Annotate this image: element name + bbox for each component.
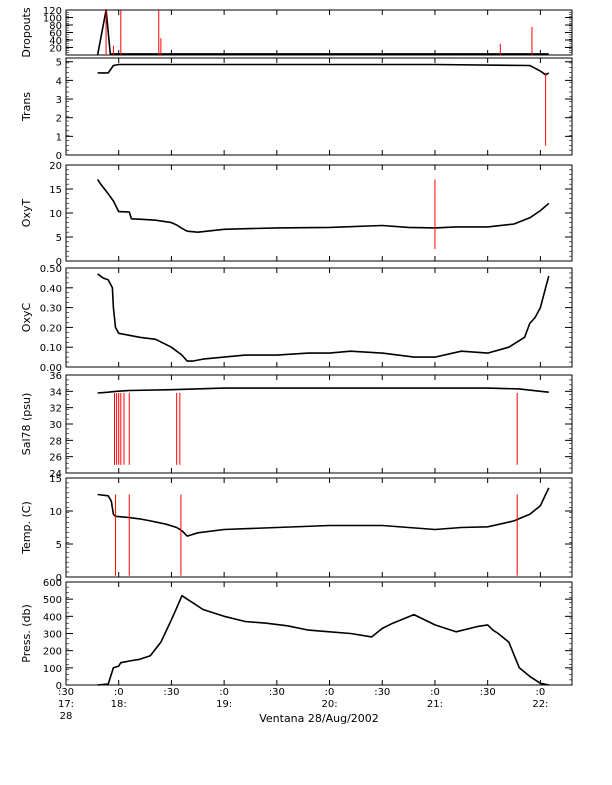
panel-frame [65,9,573,56]
series-line [97,387,549,394]
y-tick-label: 5 [56,233,62,244]
x-tick-label: :0 [536,687,546,698]
y-tick-label: 3 [56,95,62,106]
x-tick-label: :0 [325,687,335,698]
x-tick-label: 19: [216,699,232,710]
y-tick-label: 34 [49,387,62,398]
y-tick-label: 0.10 [40,343,62,354]
y-tick-label: 24 [49,469,62,480]
panel-oxyt: 0 5 10 15 20 OxyT [20,161,573,268]
x-ticks: :3017:28:018::30:019::30:020::30:021::30… [58,687,548,722]
series-line [97,487,550,537]
y-tick-label: 36 [49,371,62,382]
y-tick-label: 100 [43,664,62,675]
y-tick-label: 0.00 [40,363,62,374]
panel-frame [65,477,573,578]
y-tick-label: 10 [49,507,62,518]
y-tick-label: 200 [43,647,62,658]
x-tick-label: :30 [374,687,390,698]
y-tick-label: 120 [43,6,62,17]
y-axis-label: OxyC [20,303,33,333]
y-tick-label: 28 [49,436,62,447]
x-tick-label: 28 [60,711,73,722]
panels: 20406080100120Dropouts012345Trans0510152… [20,6,573,692]
y-tick-label: 300 [43,630,62,641]
y-axis-label: Press. (db) [20,604,33,663]
y-tick-label: 1 [56,132,62,143]
panel-oxyc: 0.00 0.10 0.20 0.30 0.40 0.50 OxyC [20,264,573,374]
y-tick-label: 500 [43,595,62,606]
x-tick-label: 17: [58,699,74,710]
series-line [97,63,550,76]
series-line [96,178,550,233]
panel-sal: 24 26 28 30 32 34 36 Sal78 (psu) [20,371,573,480]
y-tick-label: 0 [56,151,62,162]
x-tick-label: :0 [114,687,124,698]
y-tick-label: 0 [56,257,62,268]
y-tick-label: 32 [49,404,62,415]
panel-frame [65,57,573,156]
series-line [97,594,549,686]
series-line [96,9,549,56]
y-tick-label: 600 [43,578,62,589]
panel-trans: 0 1 2 3 4 5 Trans [20,57,573,162]
y-axis-label: Sal78 (psu) [20,393,33,456]
x-tick-label: :30 [269,687,285,698]
y-tick-label: 0.30 [40,304,62,315]
y-axis-label: OxyT [20,199,33,228]
y-tick-label: 0 [56,681,62,692]
x-tick-label: 22: [532,699,548,710]
y-tick-label: 60 [49,29,62,40]
y-tick-label: 80 [49,21,62,32]
y-tick-label: 0.20 [40,323,62,334]
y-tick-label: 20 [49,161,62,172]
x-tick-label: 21: [427,699,443,710]
y-tick-label: 20 [49,44,62,55]
y-tick-label: 4 [56,76,62,87]
y-tick-label: 26 [49,453,62,464]
y-tick-label: 400 [43,612,62,623]
y-tick-label: 0 [56,573,62,584]
x-tick-label: :0 [219,687,229,698]
x-tick-label: :30 [163,687,179,698]
y-tick-label: 0.40 [40,284,62,295]
y-tick-label: 10 [49,209,62,220]
x-tick-label: :30 [58,687,74,698]
panel-frame [65,581,573,686]
y-tick-label: 40 [49,36,62,47]
y-tick-label: 15 [49,474,62,485]
y-tick-label: 2 [56,114,62,125]
x-tick-label: 20: [321,699,337,710]
panel-press: 0 100 200 300 400 500 600 Press. (db) [20,578,573,692]
panel-frame [65,267,573,368]
y-axis-label: Temp. (C) [20,501,33,555]
x-tick-label: 18: [111,699,127,710]
panel-frame [65,164,573,262]
y-tick-label: 15 [49,185,62,196]
panel-temp: 0 5 10 15 Temp. (C) [20,474,573,584]
series-line [97,273,550,362]
y-tick-label: 0.50 [40,264,62,275]
y-axis-label: Trans [20,92,33,122]
y-tick-label: 30 [49,420,62,431]
x-axis-title: Ventana 28/Aug/2002 [259,712,379,725]
y-tick-label: 100 [43,14,62,25]
y-axis-label: Dropouts [20,7,33,57]
y-tick-label: 5 [56,58,62,69]
x-tick-label: :30 [480,687,496,698]
y-tick-label: 5 [56,540,62,551]
x-tick-label: :0 [430,687,440,698]
